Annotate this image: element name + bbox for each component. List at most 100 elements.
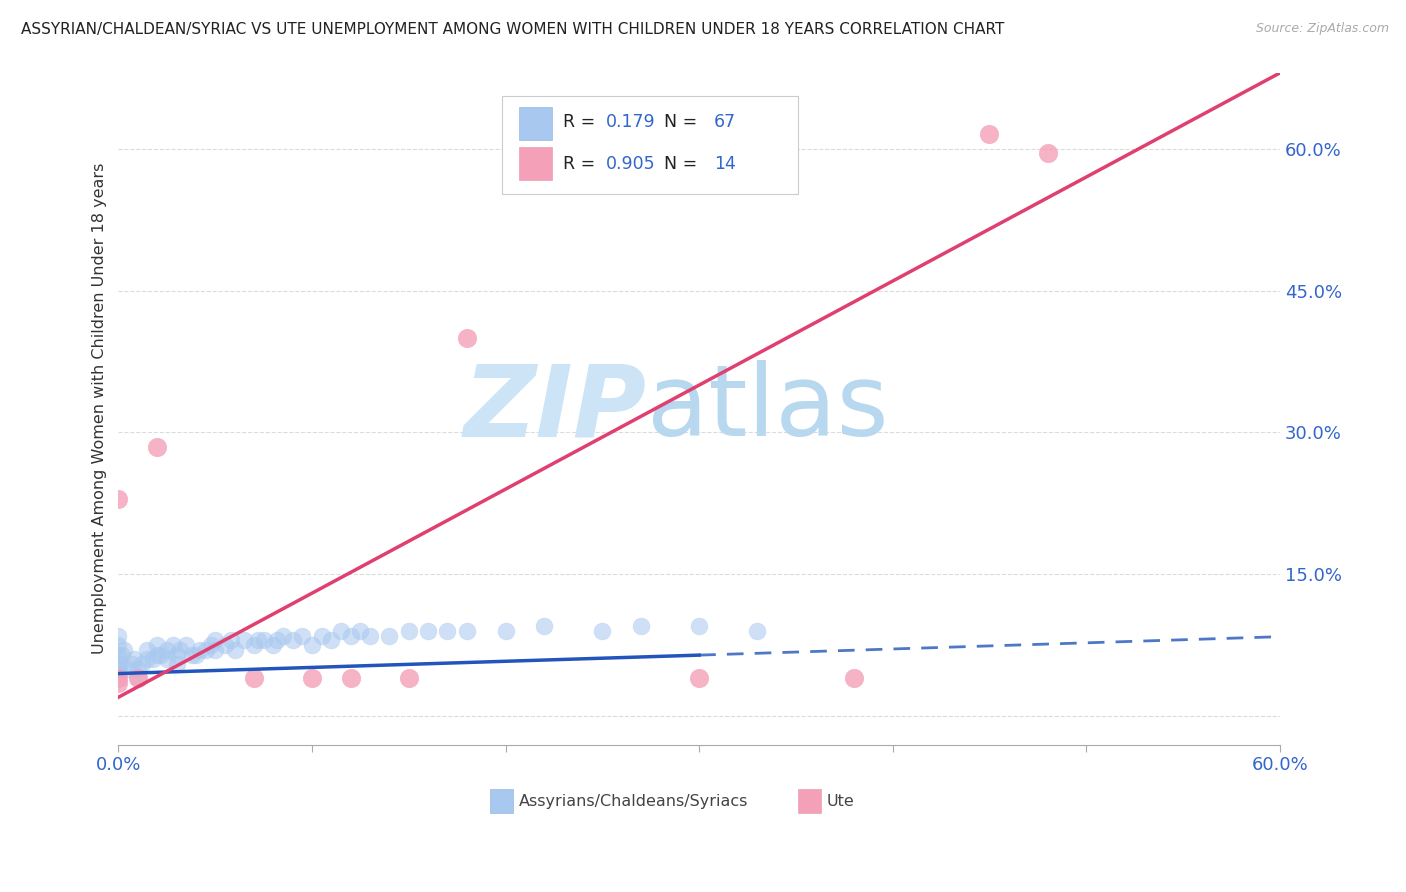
Point [688, 619, 710, 633]
Point [339, 629, 361, 643]
Point [110, 657, 132, 672]
Text: ZIP: ZIP [464, 360, 647, 458]
Y-axis label: Unemployment Among Women with Children Under 18 years: Unemployment Among Women with Children U… [93, 163, 107, 655]
Point [456, 331, 478, 345]
Point [107, 676, 129, 690]
Point [156, 652, 179, 666]
Point [107, 638, 129, 652]
Point [107, 648, 129, 662]
Point [219, 633, 242, 648]
Point [301, 671, 323, 685]
Point [184, 648, 207, 662]
Point [233, 633, 256, 648]
Point [591, 624, 613, 638]
Point [418, 624, 440, 638]
Text: N =: N = [652, 154, 703, 173]
Point [246, 633, 269, 648]
Point [204, 643, 226, 657]
Point [127, 662, 149, 676]
Point [121, 657, 143, 672]
Bar [519, 147, 551, 180]
Point [150, 648, 173, 662]
Point [291, 629, 314, 643]
Point [169, 643, 191, 657]
Point [252, 633, 274, 648]
Text: R =: R = [564, 113, 600, 131]
Point [136, 643, 159, 657]
Point [224, 643, 246, 657]
Point [630, 619, 652, 633]
Point [107, 657, 129, 672]
Point [162, 638, 184, 652]
Point [204, 633, 226, 648]
Point [107, 629, 129, 643]
Point [127, 671, 149, 685]
Point [1036, 146, 1059, 161]
Point [136, 652, 159, 666]
Text: N =: N = [652, 113, 703, 131]
Text: Assyrians/Chaldeans/Syriacs: Assyrians/Chaldeans/Syriacs [519, 794, 748, 809]
Bar [519, 106, 551, 140]
Bar [797, 789, 821, 813]
Point [174, 638, 197, 652]
FancyBboxPatch shape [502, 96, 797, 194]
Text: Ute: Ute [827, 794, 855, 809]
Point [378, 629, 401, 643]
Point [398, 624, 420, 638]
Text: atlas: atlas [647, 360, 889, 458]
Point [194, 643, 217, 657]
Point [156, 643, 179, 657]
Point [436, 624, 458, 638]
Point [262, 638, 284, 652]
Point [281, 633, 304, 648]
Point [301, 638, 323, 652]
Point [339, 671, 361, 685]
Point [398, 671, 420, 685]
Point [146, 648, 169, 662]
Point [200, 638, 222, 652]
Point [349, 624, 371, 638]
Point [243, 638, 266, 652]
Point [214, 638, 236, 652]
Point [321, 633, 343, 648]
Point [181, 648, 204, 662]
Point [107, 662, 129, 676]
Point [688, 671, 710, 685]
Point [146, 440, 169, 454]
Point [107, 666, 129, 681]
Point [842, 671, 865, 685]
Point [166, 657, 188, 672]
Point [111, 648, 134, 662]
Bar [491, 789, 513, 813]
Point [127, 671, 149, 685]
Point [122, 652, 145, 666]
Text: 0.179: 0.179 [606, 113, 655, 131]
Point [495, 624, 517, 638]
Point [747, 624, 769, 638]
Point [107, 491, 129, 506]
Point [311, 629, 333, 643]
Point [243, 671, 266, 685]
Point [456, 624, 478, 638]
Point [107, 671, 129, 685]
Point [117, 662, 139, 676]
Text: 67: 67 [714, 113, 737, 131]
Text: ASSYRIAN/CHALDEAN/SYRIAC VS UTE UNEMPLOYMENT AMONG WOMEN WITH CHILDREN UNDER 18 : ASSYRIAN/CHALDEAN/SYRIAC VS UTE UNEMPLOY… [21, 22, 1004, 37]
Point [271, 629, 294, 643]
Point [979, 128, 1001, 142]
Point [533, 619, 555, 633]
Point [330, 624, 353, 638]
Point [142, 652, 165, 666]
Point [146, 638, 169, 652]
Text: 0.905: 0.905 [606, 154, 655, 173]
Point [112, 643, 135, 657]
Point [188, 643, 211, 657]
Point [266, 633, 288, 648]
Point [359, 629, 381, 643]
Text: 14: 14 [714, 154, 737, 173]
Point [107, 662, 129, 676]
Point [131, 657, 153, 672]
Point [166, 648, 188, 662]
Text: R =: R = [564, 154, 600, 173]
Text: Source: ZipAtlas.com: Source: ZipAtlas.com [1256, 22, 1389, 36]
